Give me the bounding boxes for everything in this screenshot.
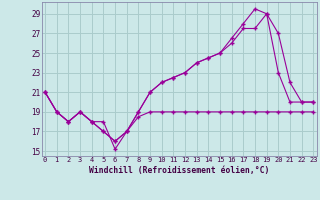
X-axis label: Windchill (Refroidissement éolien,°C): Windchill (Refroidissement éolien,°C) [89,166,269,175]
